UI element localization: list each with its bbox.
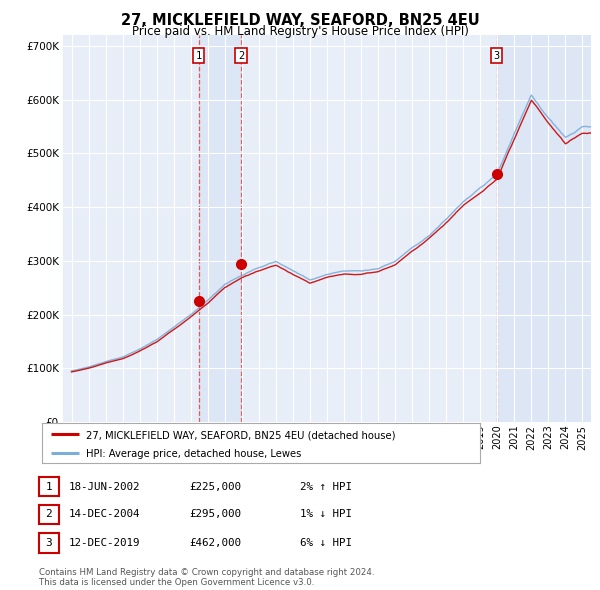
Text: 6% ↓ HPI: 6% ↓ HPI bbox=[300, 538, 352, 548]
Text: £225,000: £225,000 bbox=[189, 482, 241, 491]
Text: 27, MICKLEFIELD WAY, SEAFORD, BN25 4EU (detached house): 27, MICKLEFIELD WAY, SEAFORD, BN25 4EU (… bbox=[86, 430, 395, 440]
Text: £295,000: £295,000 bbox=[189, 510, 241, 519]
Text: 14-DEC-2004: 14-DEC-2004 bbox=[69, 510, 140, 519]
Text: 1: 1 bbox=[196, 51, 202, 61]
Text: 18-JUN-2002: 18-JUN-2002 bbox=[69, 482, 140, 491]
Text: Contains HM Land Registry data © Crown copyright and database right 2024.
This d: Contains HM Land Registry data © Crown c… bbox=[39, 568, 374, 587]
Text: 12-DEC-2019: 12-DEC-2019 bbox=[69, 538, 140, 548]
Text: 3: 3 bbox=[494, 51, 500, 61]
Text: 2: 2 bbox=[238, 51, 244, 61]
Text: 1% ↓ HPI: 1% ↓ HPI bbox=[300, 510, 352, 519]
Text: 2: 2 bbox=[46, 510, 52, 519]
Text: 27, MICKLEFIELD WAY, SEAFORD, BN25 4EU: 27, MICKLEFIELD WAY, SEAFORD, BN25 4EU bbox=[121, 13, 479, 28]
Bar bbox=[497, 35, 591, 422]
Text: HPI: Average price, detached house, Lewes: HPI: Average price, detached house, Lewe… bbox=[86, 449, 301, 459]
Bar bbox=[199, 35, 241, 422]
Text: Price paid vs. HM Land Registry's House Price Index (HPI): Price paid vs. HM Land Registry's House … bbox=[131, 25, 469, 38]
Text: 3: 3 bbox=[46, 538, 52, 548]
Text: 1: 1 bbox=[46, 482, 52, 491]
Text: 2% ↑ HPI: 2% ↑ HPI bbox=[300, 482, 352, 491]
Text: £462,000: £462,000 bbox=[189, 538, 241, 548]
